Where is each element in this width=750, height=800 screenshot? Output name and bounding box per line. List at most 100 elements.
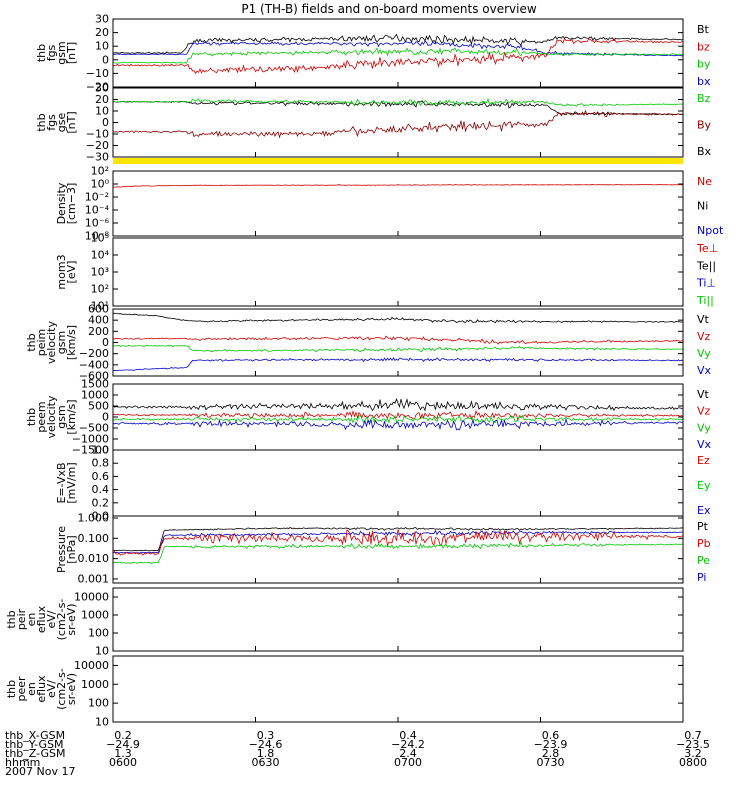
- y-tick-label: 1.0: [92, 444, 110, 457]
- legend-entry: Bt: [697, 23, 710, 36]
- legend-entry: Vx: [697, 438, 712, 451]
- y-tick-label: 0.8: [92, 457, 110, 470]
- y-tick-label: 0.010: [78, 552, 110, 565]
- series-vz-peem: [112, 409, 684, 422]
- y-tick-label: 0.100: [78, 532, 110, 545]
- legend-entry: By: [697, 119, 712, 132]
- y-tick-label: 0: [102, 53, 109, 66]
- series-vy-peim: [112, 344, 684, 353]
- y-tick-label: 100: [88, 697, 109, 710]
- y-tick-label: −30: [86, 151, 109, 164]
- legend-entry: Ni: [697, 200, 708, 213]
- y-tick-label: 30: [95, 82, 109, 95]
- y-tick-label: 20: [95, 93, 109, 106]
- y-tick-label: −20: [86, 81, 109, 94]
- y-tick-label: 10000: [74, 659, 109, 672]
- y-tick-label: 10⁻²: [85, 191, 109, 204]
- y-axis-label: peir: [15, 608, 28, 630]
- y-tick-label: 0.4: [92, 483, 110, 496]
- x-row-label: thb_X-GSM: [5, 729, 65, 742]
- series-bz: [112, 37, 684, 75]
- panel-frame: [112, 449, 684, 517]
- panel-10: 10000 1000 100 10 thbpeerenefluxeV/(cm2-s-sr…: [5, 659, 683, 729]
- y-axis-label: Density: [55, 182, 68, 224]
- y-axis-label: E=-VxB: [55, 462, 68, 503]
- legend-entry: Vy: [697, 421, 711, 434]
- y-tick-label: 10⁴: [91, 249, 110, 262]
- panel-frame: [112, 587, 684, 652]
- panel-frame: [112, 170, 684, 237]
- legend-entry: Npot: [697, 224, 724, 237]
- y-tick-label: 0: [102, 411, 109, 424]
- y-axis-label: thb: [35, 113, 48, 131]
- series-vy-peem: [112, 414, 684, 424]
- y-tick-label: 400: [88, 314, 109, 327]
- y-axis-label: [km/s]: [65, 399, 78, 434]
- legend-entry: Vz: [697, 330, 711, 343]
- x-axis-value: 2.8: [542, 747, 560, 760]
- y-axis-label: thb: [25, 408, 38, 426]
- x-axis-value: 1.8: [257, 747, 275, 760]
- y-tick-label: −500: [79, 422, 109, 435]
- legend-entry: by: [697, 58, 711, 71]
- y-tick-label: 1000: [81, 609, 109, 622]
- y-axis-label: eV/: [45, 610, 58, 628]
- y-tick-label: 1500: [81, 378, 109, 391]
- y-axis-label: gsm: [55, 405, 68, 428]
- y-tick-label: −10: [86, 128, 109, 141]
- y-tick-label: 100: [88, 627, 109, 640]
- legend-entry: bx: [697, 75, 711, 88]
- y-tick-label: 10⁻⁴: [85, 204, 110, 217]
- y-axis-label: peim: [35, 329, 48, 357]
- y-tick-label: 10⁻⁸: [85, 230, 110, 243]
- y-axis-label: [nPa]: [65, 535, 78, 563]
- y-axis-label: fgs: [45, 114, 58, 131]
- y-tick-label: −20: [86, 139, 109, 152]
- series-ne: [112, 183, 684, 188]
- y-axis-label: gse: [55, 113, 68, 133]
- legend-entry: Pb: [697, 537, 711, 550]
- ephemeris-flag-bar: [113, 158, 683, 164]
- y-tick-label: 10⁻⁶: [85, 217, 110, 230]
- y-tick-label: −200: [79, 347, 109, 360]
- series-pb: [112, 529, 684, 556]
- series-pt: [113, 526, 684, 552]
- y-tick-label: 0.001: [78, 572, 110, 585]
- y-tick-label: 10²: [91, 165, 109, 178]
- y-axis-label: gsm: [55, 41, 68, 64]
- x-axis-value: 3.2: [684, 747, 702, 760]
- y-axis-label: peer: [15, 676, 28, 702]
- y-axis-label: thb: [5, 680, 18, 698]
- y-axis-label: en: [25, 682, 38, 696]
- x-axis-value: −24.9: [106, 738, 140, 751]
- legend-entry: Ez: [697, 454, 710, 467]
- series-by: [112, 47, 684, 64]
- y-tick-label: 600: [88, 303, 109, 316]
- x-axis-value: −23.9: [534, 738, 568, 751]
- series-bx: [112, 40, 684, 57]
- y-tick-label: 0.2: [92, 496, 110, 509]
- legend-entry: Pt: [697, 520, 709, 533]
- y-tick-label: 500: [88, 400, 109, 413]
- panel-4: 10⁵ 10⁴ 10³ 10² 10¹ mom3[eV] Te⊥ Te|| Ti⊥ Ti||: [55, 232, 718, 313]
- x-axis-value: 0.6: [542, 729, 560, 742]
- y-tick-label: 10¹: [91, 300, 109, 313]
- legend-entry: Te||: [696, 259, 716, 272]
- y-tick-label: 10²: [91, 283, 109, 296]
- y-tick-label: −1000: [72, 433, 109, 446]
- legend-entry: Ex: [697, 504, 711, 517]
- y-axis-label: sr-eV): [65, 673, 78, 705]
- x-row-label: hhmm: [5, 756, 40, 769]
- series-vt-peim: [113, 312, 684, 324]
- y-axis-label: (cm2-s-: [55, 668, 68, 710]
- legend-entry: Ti||: [696, 294, 714, 307]
- legend-entry: Ey: [697, 479, 711, 492]
- x-axis-value: 0630: [252, 756, 280, 769]
- x-axis-value: 0.3: [257, 729, 275, 742]
- y-axis-label: (cm2-s-: [55, 599, 68, 641]
- y-tick-label: 10: [95, 40, 109, 53]
